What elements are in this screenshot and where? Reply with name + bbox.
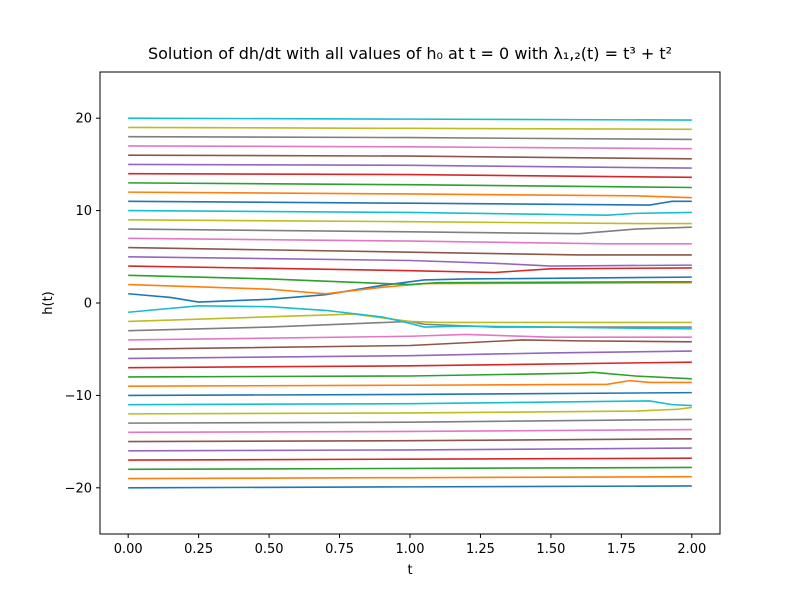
series-line [128,135,692,141]
x-tick-label: 1.50 [536,542,565,557]
x-tick-label: 0.75 [325,542,354,557]
series-line [128,274,692,286]
plot-frame [99,71,721,535]
series-line [128,237,692,245]
x-tick-label: 0.00 [114,542,143,557]
series-line [128,163,692,169]
y-tick-label: −20 [65,481,92,496]
x-tick-label: 2.00 [677,542,706,557]
x-tick-label: 0.25 [184,542,213,557]
series-line [128,447,692,452]
series-line [128,145,692,150]
series-line [128,361,692,369]
chart-title: Solution of dh/dt with all values of h₀ … [148,44,672,63]
series-line [128,200,692,206]
series-line [128,379,692,387]
series-line [128,126,692,131]
series-line [128,219,692,225]
series-line [128,182,692,189]
series-line [128,418,692,424]
series-line [128,350,692,360]
y-axis: −20 −10 0 10 20 [65,112,100,496]
series-line [128,172,692,179]
series-line [128,209,692,217]
series-line [128,371,692,380]
series-line [128,304,692,330]
series-line [128,281,692,295]
plot-area [99,71,721,535]
series-group [128,117,692,489]
series-line [128,276,692,303]
series-line [128,339,692,350]
series-line [128,406,692,415]
series-line [128,256,692,267]
series-line [128,265,692,274]
series-line [128,428,692,434]
series-line [128,191,692,199]
series-line [128,246,692,256]
y-tick-label: 0 [84,297,92,312]
series-line [128,391,692,397]
series-line [128,400,692,407]
y-tick-label: 20 [75,112,92,127]
x-tick-label: 0.50 [255,542,284,557]
series-line [128,485,692,489]
y-tick-label: 10 [75,204,92,219]
y-axis-label: h(t) [41,291,56,314]
x-tick-label: 1.75 [607,542,636,557]
x-axis-label: t [407,563,412,578]
series-line [128,313,692,324]
series-line [128,333,692,341]
series-line [128,475,692,480]
x-tick-label: 1.25 [466,542,495,557]
series-line [128,154,692,160]
series-line [128,438,692,443]
series-line [128,466,692,471]
series-line [128,117,692,121]
series-line [128,226,692,235]
y-tick-label: −10 [65,389,92,404]
x-tick-label: 1.00 [396,542,425,557]
series-line [128,457,692,461]
x-axis: 0.00 0.25 0.50 0.75 1.00 1.25 1.50 1.75 2.00 [114,534,706,557]
